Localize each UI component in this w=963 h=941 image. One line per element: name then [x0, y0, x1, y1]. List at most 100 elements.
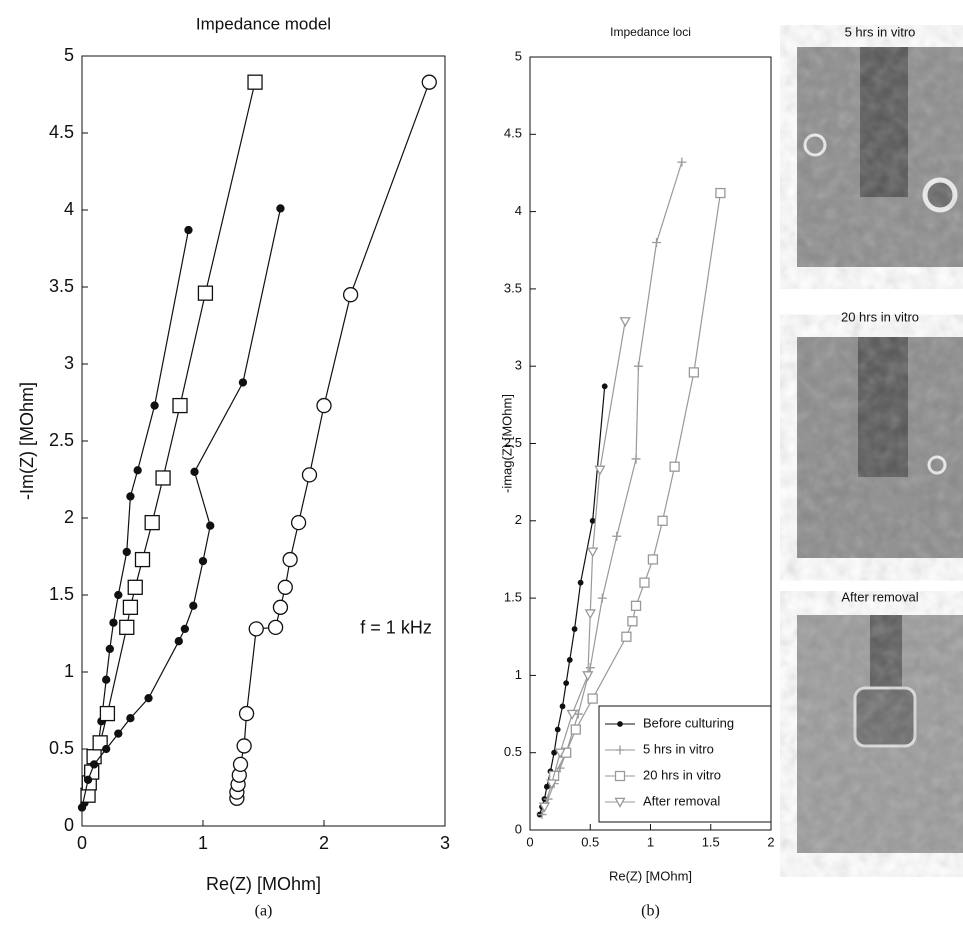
x-tick-label: 0	[77, 833, 87, 853]
marker	[198, 556, 208, 566]
marker	[290, 514, 307, 531]
chart-title: Impedance loci	[610, 25, 691, 39]
y-tick-label: 1	[515, 667, 522, 682]
chart: 0 1 2 3 0 0.5 1 1.5 2 2.5 3 3.5 4 4.5 5 Impedance model…	[17, 14, 450, 919]
marker	[587, 547, 599, 558]
marker	[277, 579, 293, 595]
y-tick-label: 4	[64, 199, 74, 219]
plot-frame	[81, 55, 446, 827]
x-tick-label: 1.5	[702, 834, 720, 849]
legend-label: Before culturing	[643, 715, 734, 730]
marker	[155, 470, 171, 486]
y-tick-label: 0	[515, 821, 522, 836]
marker	[238, 705, 255, 722]
texture	[797, 615, 963, 853]
marker	[206, 521, 215, 530]
marker	[197, 285, 214, 301]
marker	[633, 361, 643, 371]
marker	[597, 593, 607, 603]
marker	[144, 514, 160, 531]
marker	[657, 515, 668, 526]
marker	[184, 225, 193, 235]
y-tick-label: 5	[64, 45, 74, 65]
marker	[615, 745, 625, 755]
marker	[566, 709, 578, 720]
y-axis-label: -imag(Z) [MOhm]	[499, 394, 514, 493]
marker	[639, 577, 650, 588]
y-tick-label: 4	[515, 203, 522, 218]
marker	[236, 738, 252, 754]
marker	[543, 783, 550, 790]
y-tick-label: 2	[64, 507, 74, 527]
marker	[571, 626, 578, 632]
legend-box	[598, 705, 772, 823]
image-title: 20 hrs in vitro	[841, 309, 919, 324]
marker	[189, 601, 198, 610]
marker	[652, 238, 662, 248]
texture	[797, 47, 963, 267]
y-tick-label: 2.5	[49, 430, 74, 450]
marker	[715, 187, 726, 199]
y-tick-label: 2.5	[504, 435, 522, 450]
x-axis-label: Re(Z) [MOhm]	[609, 868, 692, 883]
marker	[612, 531, 622, 541]
x-tick-label: 1	[647, 834, 654, 849]
marker	[114, 590, 123, 600]
marker	[619, 317, 631, 328]
marker	[647, 554, 659, 565]
marker	[421, 74, 437, 90]
marker	[122, 599, 139, 615]
x-tick-label: 2	[767, 834, 774, 849]
marker	[566, 657, 573, 663]
marker	[585, 663, 595, 673]
marker	[563, 680, 570, 687]
x-tick-label: 2	[319, 833, 329, 853]
micrograph	[797, 47, 963, 267]
y-tick-label: 1	[64, 661, 74, 681]
marker	[627, 616, 638, 627]
marker	[554, 726, 561, 733]
marker	[559, 703, 566, 710]
marker	[614, 770, 626, 782]
marker	[248, 621, 264, 637]
marker	[537, 810, 547, 820]
marker	[538, 802, 551, 813]
marker	[105, 644, 114, 654]
marker	[238, 378, 248, 387]
series-line	[236, 81, 430, 799]
marker	[621, 631, 632, 642]
image-title: 5 hrs in vitro	[845, 24, 916, 39]
marker	[614, 797, 626, 808]
image-title: After removal	[841, 589, 918, 604]
x-tick-label: 1	[198, 833, 208, 853]
marker	[669, 461, 680, 472]
y-tick-label: 3.5	[504, 280, 522, 295]
marker	[134, 551, 151, 568]
caption: (b)	[641, 903, 660, 920]
marker	[232, 756, 249, 773]
y-tick-label: 3	[64, 353, 74, 373]
marker	[180, 624, 190, 634]
marker	[190, 467, 199, 476]
marker	[144, 694, 153, 703]
series-line	[539, 386, 606, 815]
marker	[83, 775, 93, 784]
marker	[342, 287, 359, 303]
marker	[594, 465, 606, 476]
y-tick-label: 3	[515, 358, 522, 373]
y-tick-label: 4.5	[49, 122, 74, 142]
marker	[554, 748, 566, 759]
marker	[119, 619, 135, 635]
annotation: f = 1 kHz	[360, 618, 432, 638]
y-tick-label: 0.5	[504, 744, 522, 759]
marker	[89, 760, 99, 769]
marker	[77, 803, 87, 812]
marker	[267, 619, 284, 635]
y-axis-label: -Im(Z) [MOhm]	[17, 382, 37, 500]
chart: 0 0.5 1 1.5 2 0 0.5 1 1.5 2 2.5 3 3.5 4 4.5 5 Impedance …	[499, 25, 774, 920]
micrograph	[797, 337, 963, 558]
x-tick-label: 0	[526, 834, 533, 849]
marker	[127, 579, 143, 595]
